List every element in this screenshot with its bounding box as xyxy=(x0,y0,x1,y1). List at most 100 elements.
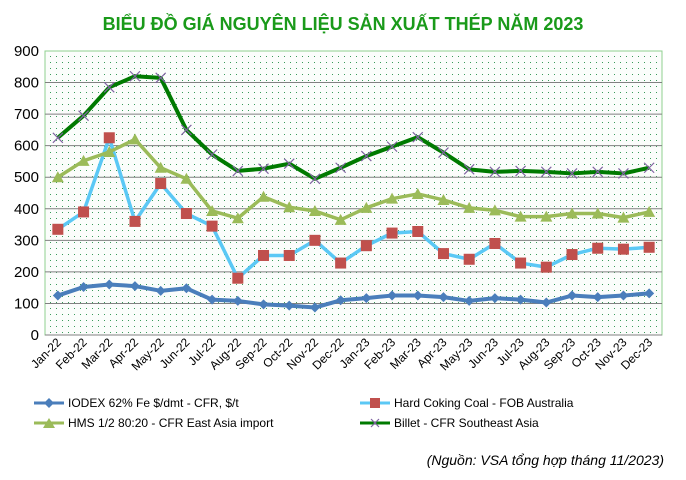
data-point xyxy=(128,133,141,145)
data-point xyxy=(592,292,603,303)
series-line-4 xyxy=(56,74,650,181)
data-point xyxy=(386,227,398,239)
data-point xyxy=(129,281,140,292)
data-point xyxy=(52,132,64,144)
legend-label: Billet - CFR Southeast Asia xyxy=(394,416,539,430)
data-point xyxy=(257,190,270,202)
data-point xyxy=(129,215,141,227)
legend-item-coal: Hard Coking Coal - FOB Australia xyxy=(360,396,573,410)
data-point xyxy=(463,163,475,175)
data-point xyxy=(181,283,192,294)
data-point xyxy=(78,282,89,293)
data-point xyxy=(258,249,270,261)
data-point xyxy=(412,131,424,143)
data-point xyxy=(386,141,398,153)
data-point xyxy=(283,158,295,170)
data-point xyxy=(180,208,192,220)
legend-item-billet: Billet - CFR Southeast Asia xyxy=(360,416,539,430)
data-point xyxy=(180,172,193,184)
data-point xyxy=(488,204,501,216)
data-point xyxy=(334,213,347,225)
data-point xyxy=(283,201,296,213)
data-point xyxy=(411,187,424,199)
y-tick-label: 700 xyxy=(14,106,39,123)
data-point xyxy=(617,211,630,223)
data-point xyxy=(464,295,475,306)
data-point xyxy=(309,302,320,313)
data-point xyxy=(52,223,64,235)
data-point xyxy=(412,225,424,237)
data-point xyxy=(617,243,629,255)
y-tick-label: 400 xyxy=(14,201,39,218)
y-tick-label: 300 xyxy=(14,232,39,249)
data-point xyxy=(438,147,449,159)
y-tick-label: 600 xyxy=(14,138,39,155)
data-point xyxy=(360,240,372,252)
data-point xyxy=(258,163,269,175)
data-point xyxy=(206,149,218,160)
data-point xyxy=(206,204,219,216)
source-note: (Nguồn: VSA tổng hợp tháng 11/2023) xyxy=(426,452,664,468)
data-point xyxy=(232,272,244,284)
data-point xyxy=(566,249,578,261)
y-tick-label: 0 xyxy=(31,327,39,344)
legend-square-icon xyxy=(360,398,390,408)
data-point xyxy=(514,210,527,222)
data-point xyxy=(591,207,604,219)
data-point xyxy=(489,293,500,304)
data-point xyxy=(155,285,166,296)
legend-x-icon xyxy=(360,418,390,428)
data-point xyxy=(515,257,527,269)
y-tick-label: 900 xyxy=(14,43,39,60)
data-point xyxy=(592,242,604,254)
data-point xyxy=(154,161,167,173)
data-point xyxy=(309,234,321,246)
legend-triangle-icon xyxy=(34,418,64,428)
data-point xyxy=(232,295,243,306)
data-point xyxy=(129,70,141,82)
data-point xyxy=(232,165,244,177)
data-point xyxy=(412,290,423,301)
legend-item-hms: HMS 1/2 80:20 - CFR East Asia import xyxy=(34,416,273,430)
data-point xyxy=(438,292,449,303)
data-point xyxy=(643,241,655,253)
chart-title: BIỂU ĐỒ GIÁ NGUYÊN LIỆU SẢN XUẤT THÉP NĂ… xyxy=(102,14,584,34)
data-point xyxy=(78,110,89,122)
data-point xyxy=(335,257,347,269)
data-point xyxy=(78,206,90,218)
data-point xyxy=(618,168,629,179)
data-point xyxy=(308,204,321,216)
data-point xyxy=(489,237,501,249)
data-point xyxy=(207,294,218,305)
data-point xyxy=(52,290,63,301)
data-point xyxy=(463,201,476,213)
data-point xyxy=(103,132,115,144)
data-point xyxy=(515,165,527,177)
data-point xyxy=(643,162,655,174)
data-point xyxy=(309,173,321,185)
legend-label: HMS 1/2 80:20 - CFR East Asia import xyxy=(68,416,274,430)
data-point xyxy=(155,178,167,190)
data-point xyxy=(231,212,244,224)
data-point xyxy=(541,297,552,308)
data-point xyxy=(335,295,346,306)
data-point xyxy=(643,205,656,217)
data-point xyxy=(180,124,192,136)
data-point xyxy=(360,150,372,162)
data-point xyxy=(77,154,90,166)
data-point xyxy=(540,261,552,273)
y-tick-label: 100 xyxy=(14,295,39,312)
data-point xyxy=(463,253,475,265)
data-point xyxy=(51,171,64,183)
data-point xyxy=(103,81,115,93)
y-tick-label: 800 xyxy=(14,75,39,92)
legend-diamond-icon xyxy=(34,398,64,408)
data-point xyxy=(284,300,295,311)
legend-label: IODEX 62% Fe $/dmt - CFR, $/t xyxy=(68,396,239,410)
y-tick-label: 500 xyxy=(14,169,39,186)
data-point xyxy=(387,290,398,301)
data-point xyxy=(335,162,347,174)
legend-item-iodex: IODEX 62% Fe $/dmt - CFR, $/t xyxy=(34,396,239,410)
series-line-3 xyxy=(56,137,650,222)
data-point xyxy=(103,145,116,157)
